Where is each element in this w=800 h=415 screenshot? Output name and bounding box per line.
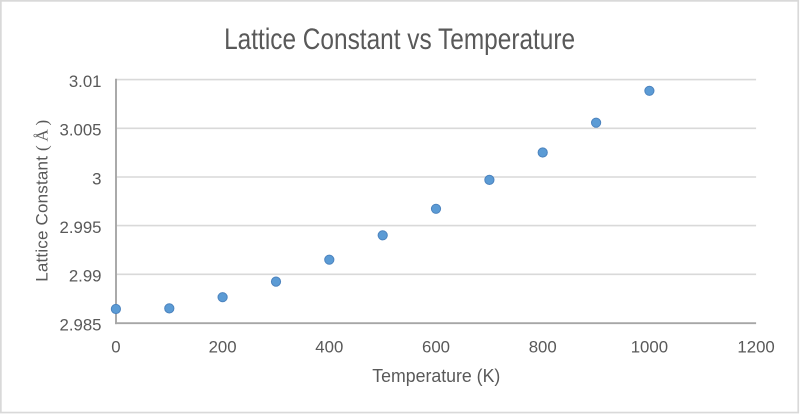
- svg-text:1200: 1200: [737, 338, 774, 357]
- svg-text:800: 800: [529, 338, 557, 357]
- svg-text:400: 400: [315, 338, 343, 357]
- svg-text:2.99: 2.99: [69, 267, 102, 286]
- svg-text:2.985: 2.985: [60, 315, 102, 334]
- svg-text:Lattice Constant vs Temperatur: Lattice Constant vs Temperature: [224, 23, 575, 56]
- svg-text:0: 0: [111, 338, 120, 357]
- svg-text:600: 600: [422, 338, 450, 357]
- svg-text:3: 3: [92, 169, 101, 188]
- svg-text:Lattice Constant ( Å ): Lattice Constant ( Å ): [33, 120, 52, 282]
- svg-text:3.005: 3.005: [60, 121, 102, 140]
- svg-text:1000: 1000: [631, 338, 668, 357]
- svg-text:3.01: 3.01: [69, 72, 102, 91]
- svg-text:2.995: 2.995: [60, 218, 102, 237]
- svg-text:Temperature (K): Temperature (K): [372, 365, 500, 386]
- svg-text:200: 200: [209, 338, 237, 357]
